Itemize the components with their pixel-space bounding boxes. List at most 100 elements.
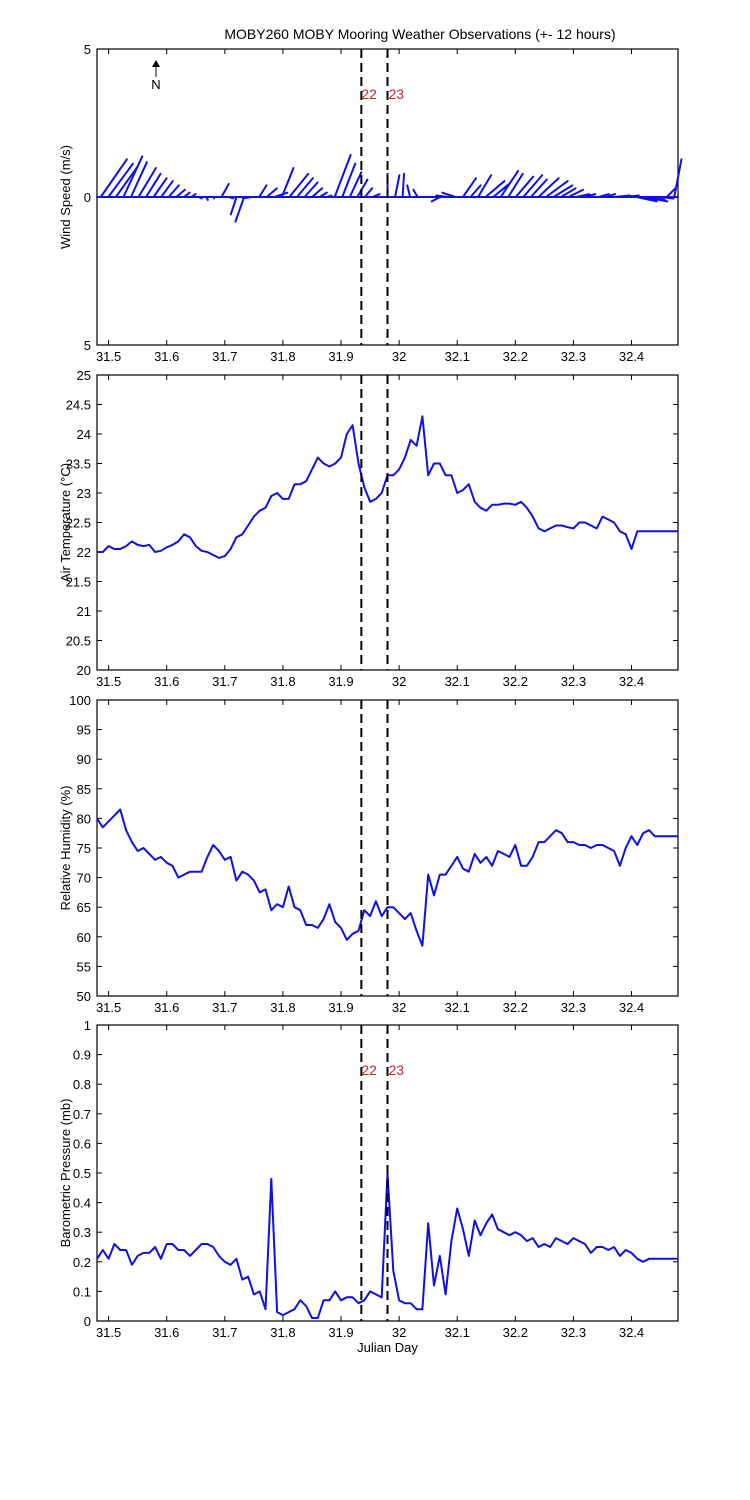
wind-barb xyxy=(129,161,148,198)
x-tick-label: 32.3 xyxy=(561,1325,586,1340)
wind-barb xyxy=(552,184,574,198)
wind-barb xyxy=(295,177,314,198)
wind-barb xyxy=(469,184,482,198)
x-tick-label: 31.7 xyxy=(212,1325,237,1340)
wind-barb xyxy=(326,194,333,198)
wind-barb xyxy=(205,196,209,201)
wind-barb xyxy=(544,180,569,198)
wind-barb xyxy=(107,162,134,198)
y-axis-label: Wind Speed (m/s) xyxy=(58,145,73,249)
wind-barb xyxy=(341,162,357,198)
wind-barb xyxy=(537,177,560,198)
wind-barb xyxy=(333,153,352,198)
x-tick-label: 32.2 xyxy=(503,674,528,689)
wind-barb xyxy=(522,174,544,198)
y-tick-label: 0 xyxy=(84,1314,91,1329)
x-tick-label: 31.8 xyxy=(270,1000,295,1015)
wind-barb xyxy=(280,167,295,198)
x-tick-label: 31.9 xyxy=(328,1325,353,1340)
y-tick-label: 95 xyxy=(77,723,91,738)
y-tick-label: 90 xyxy=(77,752,91,767)
wind-barb xyxy=(461,177,478,198)
wind-barb xyxy=(363,187,374,198)
y-tick-label: 0.4 xyxy=(73,1196,91,1211)
y-axis-label: Air Temperature (°C) xyxy=(58,463,73,582)
wind-barb xyxy=(288,172,310,198)
wind-barb xyxy=(190,193,197,198)
x-tick-label: 32.3 xyxy=(561,674,586,689)
y-tick-label: 0 xyxy=(84,190,91,205)
panel-4: 31.5 31.6 31.7 31.8 31.9 32 32.1 32.2 32.3 32.4 0 0… xyxy=(58,1018,679,1355)
x-tick-label: 32.1 xyxy=(445,1000,470,1015)
x-tick-label: 31.9 xyxy=(328,674,353,689)
wind-barb xyxy=(114,165,139,198)
wind-barb xyxy=(229,196,238,216)
wind-barb xyxy=(167,184,180,198)
y-tick-label: 65 xyxy=(77,900,91,915)
wind-barb xyxy=(145,172,162,198)
event-marker-label: 22 xyxy=(361,86,377,102)
wind-barb xyxy=(394,174,401,198)
x-tick-label: 31.9 xyxy=(328,1000,353,1015)
y-tick-label: 22 xyxy=(77,545,91,560)
y-tick-label: 85 xyxy=(77,782,91,797)
x-tick-label: 31.8 xyxy=(270,349,295,364)
x-tick-label: 32 xyxy=(392,349,406,364)
figure-title: MOBY260 MOBY Mooring Weather Observation… xyxy=(224,26,615,42)
panel-1: 31.5 31.6 31.7 31.8 31.9 32 32.1 32.2 32.3 32.4 5 0… xyxy=(58,42,683,364)
x-tick-label: 32 xyxy=(392,1325,406,1340)
y-tick-label: 100 xyxy=(69,693,91,708)
panels: 31.5 31.6 31.7 31.8 31.9 32 32.1 32.2 32.3 32.450… xyxy=(58,42,683,1355)
y-tick-label: 0.2 xyxy=(73,1255,91,1270)
wind-barb xyxy=(605,193,617,198)
x-tick-label: 32.1 xyxy=(445,674,470,689)
x-tick-label: 32.2 xyxy=(503,1325,528,1340)
wind-barb xyxy=(234,196,246,223)
wind-barb xyxy=(273,191,289,198)
wind-barb xyxy=(560,187,577,198)
x-tick-label: 31.6 xyxy=(154,674,179,689)
x-tick-label: 31.7 xyxy=(212,674,237,689)
wind-barb xyxy=(499,169,520,198)
y-tick-label: 24.5 xyxy=(66,398,91,413)
wind-barb xyxy=(441,191,457,198)
x-tick-label: 32.4 xyxy=(619,674,644,689)
y-tick-label: 21 xyxy=(77,604,91,619)
wind-barb xyxy=(220,182,230,198)
event-marker-label: 22 xyxy=(361,1062,377,1078)
wind-barb xyxy=(507,172,524,198)
event-marker-label: 23 xyxy=(389,86,405,102)
x-tick-label: 32.2 xyxy=(503,349,528,364)
x-tick-label: 31.6 xyxy=(154,1000,179,1015)
wind-barb xyxy=(356,178,369,198)
x-tick-label: 31.6 xyxy=(154,1325,179,1340)
panel-2: 31.5 31.6 31.7 31.8 31.9 32 32.1 32.2 32.3 32.4 20… xyxy=(58,368,679,689)
wind-barb xyxy=(514,175,535,198)
y-tick-label: 0.3 xyxy=(73,1225,91,1240)
y-tick-label: 0.9 xyxy=(73,1048,91,1063)
x-tick-label: 32.1 xyxy=(445,349,470,364)
y-tick-label: 22.5 xyxy=(66,516,91,531)
wind-barb xyxy=(371,193,381,198)
wind-barb xyxy=(673,158,683,198)
panel-3: 31.5 31.6 31.7 31.8 31.9 32 32.1 32.2 32.3 32.4 50… xyxy=(58,693,679,1015)
x-tick-label: 31.5 xyxy=(96,349,121,364)
wind-barb xyxy=(241,196,253,200)
wind-barb xyxy=(567,188,585,198)
wind-barb xyxy=(665,187,677,198)
wind-barb xyxy=(435,194,449,198)
wind-barb xyxy=(635,196,658,203)
wind-barb xyxy=(575,193,591,198)
y-tick-label: 1 xyxy=(84,1018,91,1033)
wind-barb xyxy=(228,196,235,200)
wind-barb xyxy=(484,180,506,198)
x-tick-label: 31.5 xyxy=(96,674,121,689)
y-tick-label: 23.5 xyxy=(66,457,91,472)
wind-barb xyxy=(311,187,324,198)
north-label: N xyxy=(151,77,160,92)
y-tick-label: 55 xyxy=(77,959,91,974)
wind-barb xyxy=(99,158,128,198)
wind-barb xyxy=(265,187,278,198)
x-tick-label: 32.1 xyxy=(445,1325,470,1340)
